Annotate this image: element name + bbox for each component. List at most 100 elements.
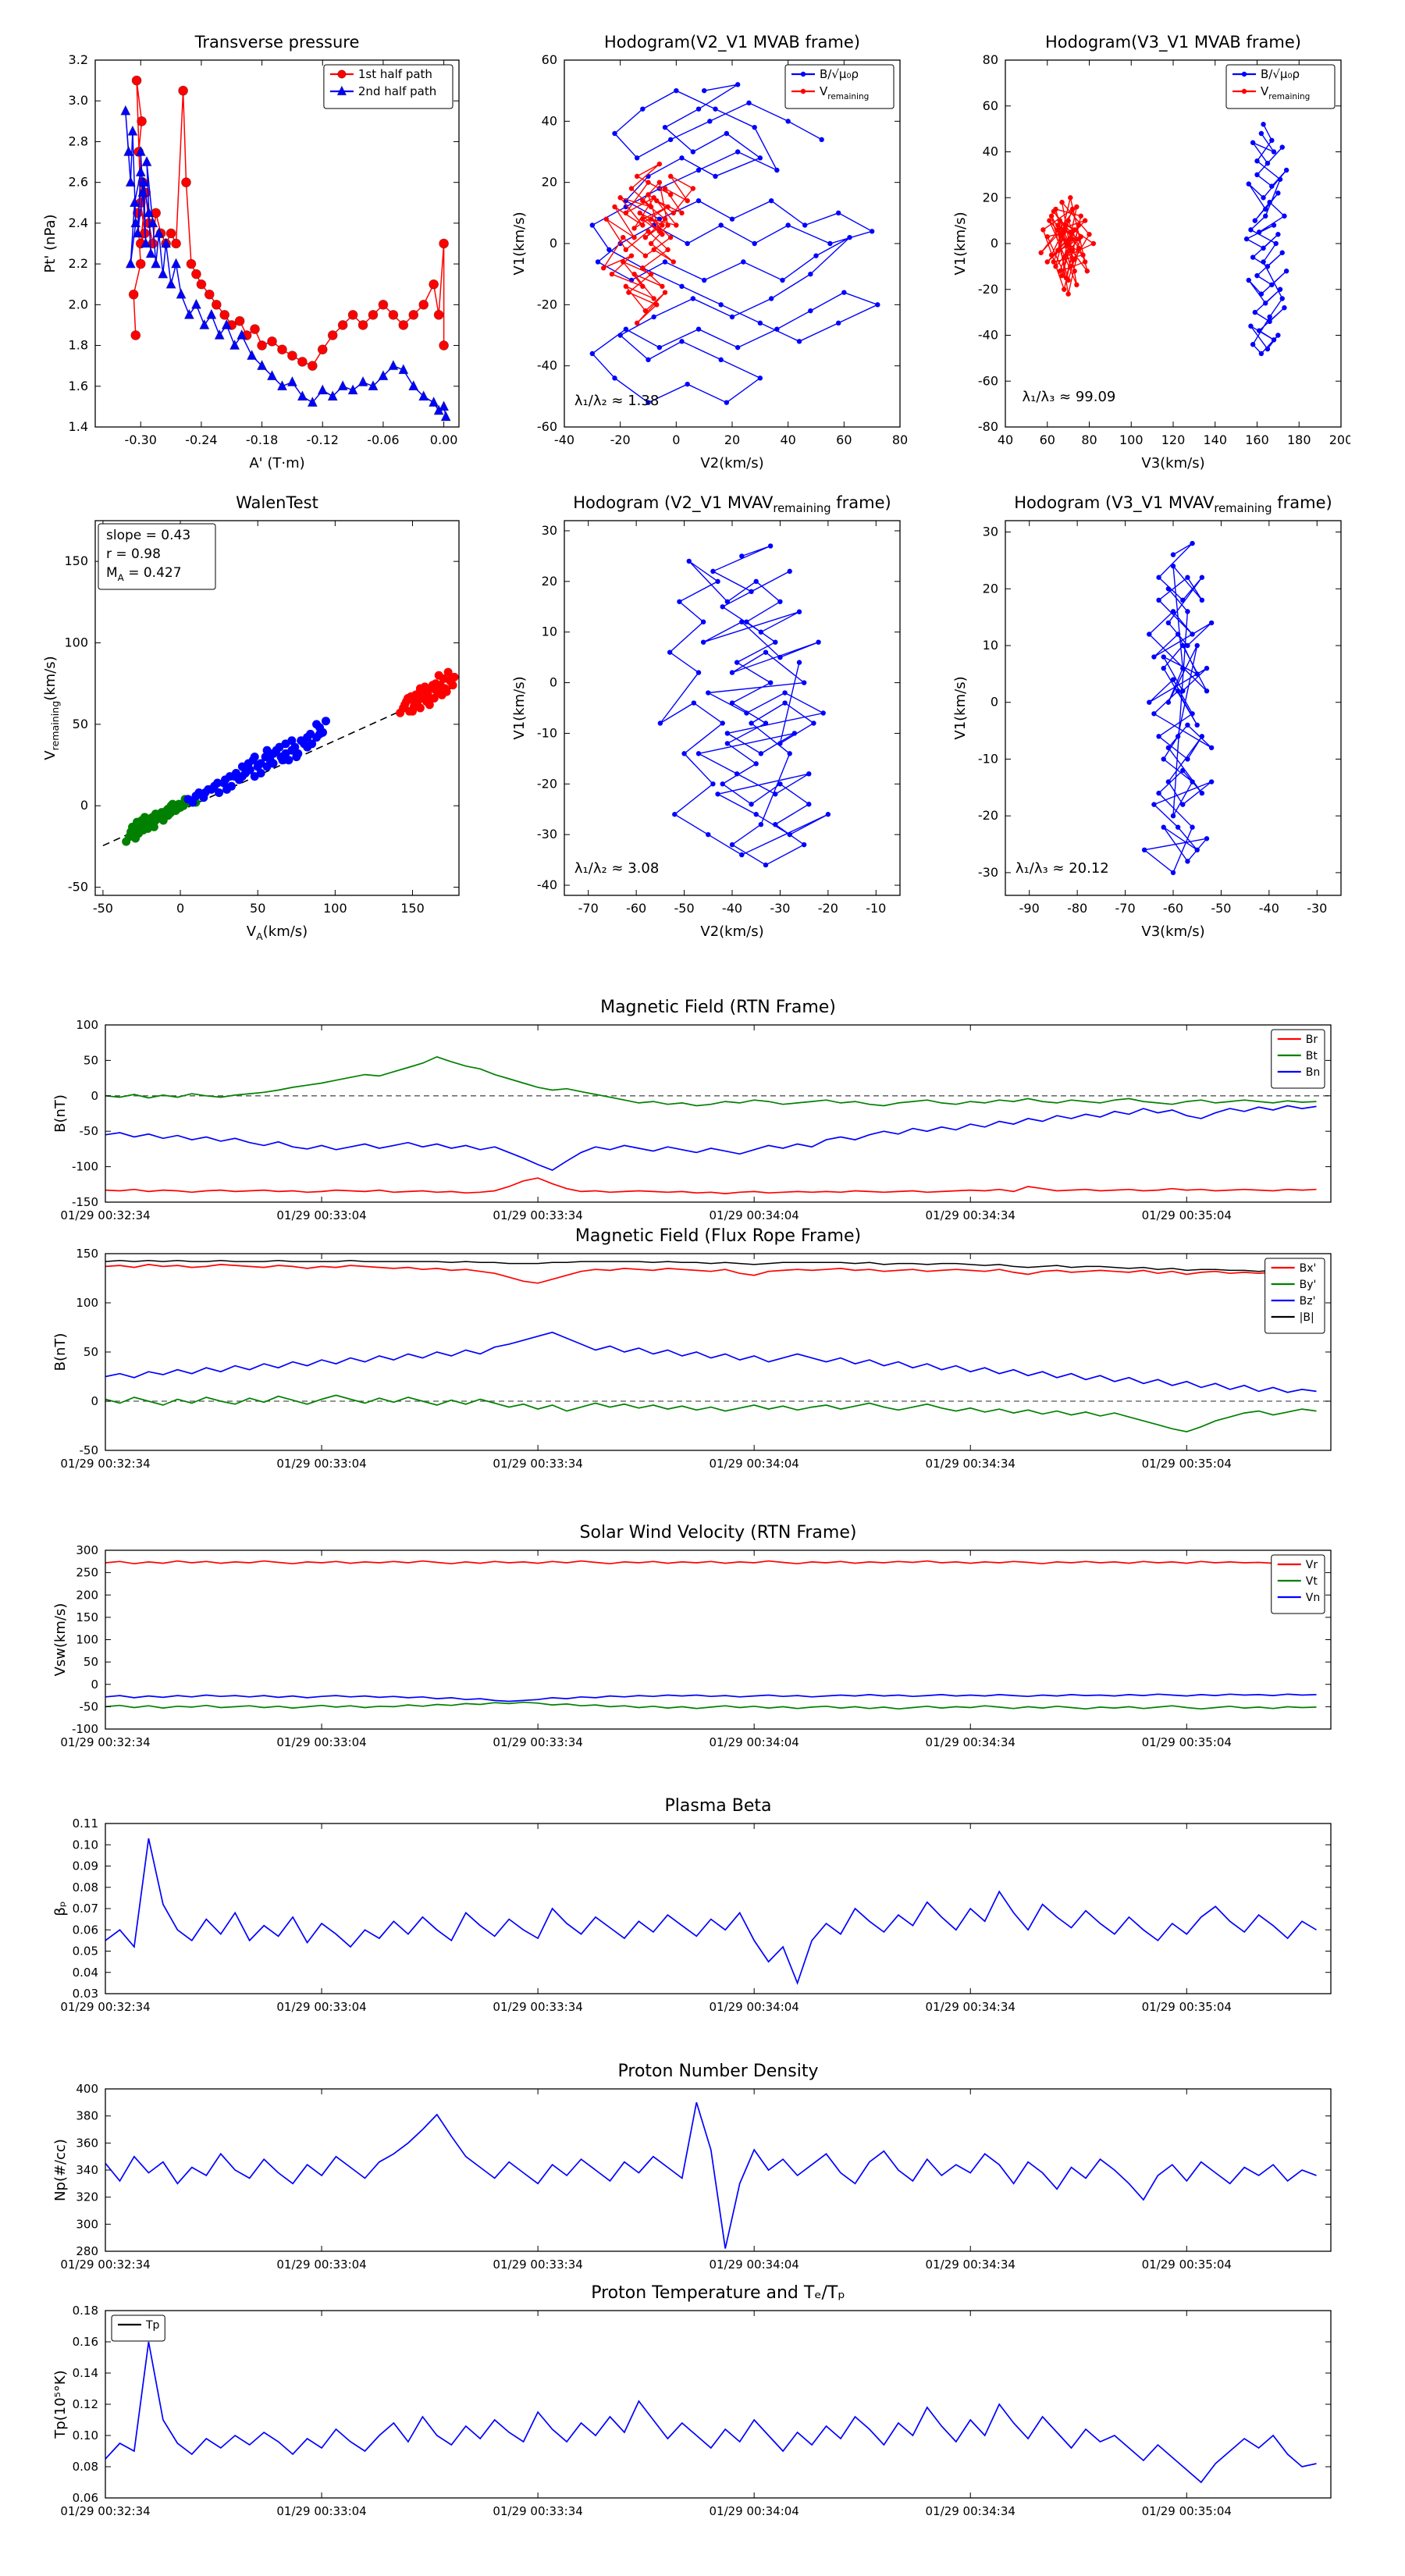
svg-text:2.0: 2.0 xyxy=(69,297,88,311)
svg-text:01/29 00:33:34: 01/29 00:33:34 xyxy=(493,1457,582,1471)
svg-text:-90: -90 xyxy=(1019,901,1040,916)
svg-text:0.10: 0.10 xyxy=(73,1838,98,1852)
svg-text:Vr: Vr xyxy=(1306,1559,1318,1571)
walen-test-panel: -50 0 50 100 150 -50 0 50 100 150 WalenTest VA(km/s… xyxy=(31,480,468,948)
axes-frame xyxy=(105,1253,1332,1451)
svg-text:01/29 00:34:04: 01/29 00:34:04 xyxy=(709,1735,799,1749)
hodogram-v3v1-mvav-panel: -90 -80 -70 -60 -50 -40 -30 -30 -20 -10 0 10 20 30 Hod… xyxy=(944,480,1350,948)
svg-text:01/29 00:34:04: 01/29 00:34:04 xyxy=(709,1208,799,1222)
svg-text:01/29 00:33:04: 01/29 00:33:04 xyxy=(276,1457,366,1471)
svg-text:slope = 0.43: slope = 0.43 xyxy=(106,528,190,543)
x-axis-label: V3(km/s) xyxy=(1141,923,1204,940)
svg-text:-30: -30 xyxy=(978,865,998,880)
svg-text:0.07: 0.07 xyxy=(73,1902,98,1916)
solar-wind-velocity-panel: 01/29 00:32:34 01/29 00:33:04 01/29 00:33:… xyxy=(47,1513,1358,1760)
svg-text:-100: -100 xyxy=(72,1160,98,1174)
chart-title: Hodogram(V2_V1 MVAB frame) xyxy=(604,33,860,52)
svg-text:2.8: 2.8 xyxy=(69,133,88,148)
annotation: λ₁/λ₂ ≈ 1.38 xyxy=(574,393,659,409)
svg-text:By': By' xyxy=(1300,1279,1317,1291)
svg-text:01/29 00:34:04: 01/29 00:34:04 xyxy=(709,1457,799,1471)
axes-frame xyxy=(105,1823,1332,1994)
axes-frame xyxy=(564,59,901,428)
svg-text:-60: -60 xyxy=(1163,901,1183,916)
axes-frame xyxy=(94,520,460,896)
svg-text:0.06: 0.06 xyxy=(73,1923,98,1937)
svg-text:01/29 00:32:34: 01/29 00:32:34 xyxy=(60,1735,150,1749)
y-axis-label: B(nT) xyxy=(52,1333,69,1372)
svg-text:40: 40 xyxy=(542,113,557,128)
svg-text:-80: -80 xyxy=(978,419,998,434)
svg-text:0.09: 0.09 xyxy=(73,1859,98,1873)
svg-text:01/29 00:35:04: 01/29 00:35:04 xyxy=(1142,1208,1232,1222)
series-Vn xyxy=(105,1693,1317,1703)
proton-temperature-panel: 01/29 00:32:34 01/29 00:33:04 01/29 00:33:… xyxy=(47,2273,1358,2529)
axes-frame xyxy=(105,1024,1332,1203)
svg-text:01/29 00:33:04: 01/29 00:33:04 xyxy=(276,1735,366,1749)
svg-text:-0.06: -0.06 xyxy=(367,432,399,447)
stats-box: slope = 0.43 r = 0.98 MA = 0.427 xyxy=(98,523,216,590)
y-axis-label: V1(km/s) xyxy=(511,212,528,275)
svg-text:2.6: 2.6 xyxy=(69,175,88,190)
svg-text:-60: -60 xyxy=(978,373,998,388)
svg-text:3.0: 3.0 xyxy=(69,93,88,108)
svg-text:01/29 00:35:04: 01/29 00:35:04 xyxy=(1142,1735,1232,1749)
svg-text:01/29 00:32:34: 01/29 00:32:34 xyxy=(60,2504,150,2518)
chart-title: Hodogram (V2_V1 MVAVremaining frame) xyxy=(573,493,891,515)
svg-text:-0.12: -0.12 xyxy=(307,432,339,447)
axis-ticks: -0.30 -0.24 -0.18 -0.12 -0.06 0.00 1.4 1.6 1.8 2.… xyxy=(69,52,459,447)
svg-text:0: 0 xyxy=(550,675,557,690)
y-axis-label: βₚ xyxy=(52,1901,69,1916)
mag_fr-chart: 01/29 00:32:34 01/29 00:33:04 01/29 00:33:… xyxy=(52,1226,1332,1471)
svg-text:-20: -20 xyxy=(537,776,557,791)
series-By' xyxy=(105,1394,1317,1432)
svg-text:180: 180 xyxy=(1287,432,1311,447)
svg-text:150: 150 xyxy=(400,901,425,916)
magnetic-field-rtn-panel: 01/29 00:32:34 01/29 00:33:04 01/29 00:33:… xyxy=(47,987,1358,1233)
svg-text:20: 20 xyxy=(983,581,998,596)
series-B xyxy=(589,82,880,405)
series-Vremaining xyxy=(600,161,696,326)
y-axis-label: Pt' (nPa) xyxy=(42,214,59,272)
svg-text:250: 250 xyxy=(76,1566,98,1580)
chart-title: Transverse pressure xyxy=(194,33,360,52)
svg-text:0: 0 xyxy=(672,432,680,447)
y-axis-label: B(nT) xyxy=(52,1094,69,1133)
svg-text:-30: -30 xyxy=(537,827,557,841)
annotation: λ₁/λ₃ ≈ 20.12 xyxy=(1016,860,1109,877)
series-Vremaining xyxy=(1038,195,1097,297)
axis-ticks: 01/29 00:32:34 01/29 00:33:04 01/29 00:33:… xyxy=(60,1816,1331,2014)
svg-text:0: 0 xyxy=(991,236,998,251)
svg-text:01/29 00:34:34: 01/29 00:34:34 xyxy=(926,1208,1016,1222)
chart-title: Hodogram (V3_V1 MVAVremaining frame) xyxy=(1014,493,1332,515)
svg-text:60: 60 xyxy=(983,98,998,113)
svg-text:01/29 00:33:04: 01/29 00:33:04 xyxy=(276,2258,366,2272)
svg-text:-70: -70 xyxy=(1115,901,1136,916)
svg-text:30: 30 xyxy=(542,523,557,538)
svg-text:60: 60 xyxy=(836,432,852,447)
legend: B/√μ₀ρ Vremaining xyxy=(784,64,895,109)
series-V xyxy=(1141,540,1215,876)
svg-text:01/29 00:32:34: 01/29 00:32:34 xyxy=(60,1457,150,1471)
svg-text:01/29 00:33:34: 01/29 00:33:34 xyxy=(493,1208,582,1222)
y-axis-label: Vremaining(km/s) xyxy=(42,656,61,760)
walen-chart: -50 0 50 100 150 -50 0 50 100 150 WalenTest VA(km/s… xyxy=(42,493,460,942)
axis-ticks: -90 -80 -70 -60 -50 -40 -30 -30 -20 -10 0 10 20 30 xyxy=(978,521,1341,916)
svg-text:1st half path: 1st half path xyxy=(358,67,432,81)
svg-text:3.2: 3.2 xyxy=(69,52,88,67)
axis-ticks: 40 60 80 100 120 140 160 180 200 -80 -60 -40 -20 0 20 4… xyxy=(978,52,1350,447)
series-last-interval xyxy=(396,667,459,717)
axes-frame xyxy=(105,1550,1332,1730)
svg-text:0.10: 0.10 xyxy=(73,2428,98,2443)
series-Bn xyxy=(105,1105,1317,1172)
svg-text:280: 280 xyxy=(76,2244,98,2258)
svg-text:60: 60 xyxy=(1040,432,1055,447)
svg-text:0.14: 0.14 xyxy=(73,2366,98,2380)
svg-text:Tp: Tp xyxy=(145,2319,160,2332)
magnetic-field-fluxrope-panel: 01/29 00:32:34 01/29 00:33:04 01/29 00:33:… xyxy=(47,1216,1358,1482)
svg-text:50: 50 xyxy=(84,1053,98,1067)
chart-title: Magnetic Field (Flux Rope Frame) xyxy=(575,1226,861,1246)
y-axis-label: V1(km/s) xyxy=(511,676,528,739)
x-axis-label: A' (T·m) xyxy=(249,455,304,471)
series-Tp xyxy=(105,2341,1317,2484)
